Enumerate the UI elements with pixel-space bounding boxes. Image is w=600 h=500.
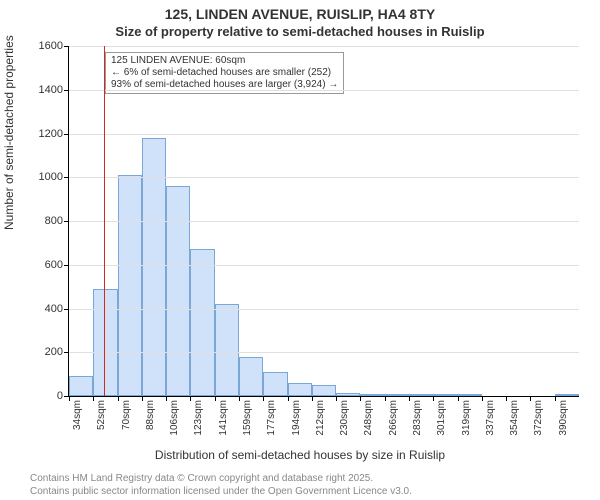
xtick-label: 372sqm [533, 400, 544, 436]
ytick-mark [64, 352, 69, 353]
histogram-bar [360, 394, 384, 396]
chart-container: 125, LINDEN AVENUE, RUISLIP, HA4 8TY Siz… [0, 0, 600, 500]
histogram-bar [433, 394, 457, 396]
ytick-mark [64, 90, 69, 91]
xtick-mark [166, 396, 167, 401]
histogram-bar [215, 304, 239, 396]
histogram-bar [409, 394, 433, 396]
gridline [69, 177, 579, 178]
xtick-mark [555, 396, 556, 401]
xtick-mark [409, 396, 410, 401]
gridline [69, 90, 579, 91]
footer-line-2: Contains public sector information licen… [30, 486, 412, 497]
ytick-mark [64, 221, 69, 222]
gridline [69, 309, 579, 310]
xtick-mark [336, 396, 337, 401]
xtick-label: 319sqm [461, 400, 472, 436]
xtick-mark [215, 396, 216, 401]
plot-area: 125 LINDEN AVENUE: 60sqm ← 6% of semi-de… [68, 46, 579, 397]
xtick-mark [312, 396, 313, 401]
gridline [69, 134, 579, 135]
ytick-mark [64, 309, 69, 310]
xtick-mark [263, 396, 264, 401]
histogram-bar [385, 394, 409, 396]
xtick-mark [118, 396, 119, 401]
histogram-bar [239, 357, 263, 396]
xtick-mark [385, 396, 386, 401]
gridline [69, 265, 579, 266]
xtick-mark [288, 396, 289, 401]
ytick-label: 1600 [39, 40, 63, 52]
xtick-mark [69, 396, 70, 401]
histogram-bar [555, 394, 579, 396]
xtick-label: 354sqm [509, 400, 520, 436]
xtick-label: 106sqm [169, 400, 180, 436]
xtick-label: 123sqm [193, 400, 204, 436]
ytick-label: 800 [45, 215, 63, 227]
xtick-label: 230sqm [339, 400, 350, 436]
xtick-mark [239, 396, 240, 401]
x-axis-label: Distribution of semi-detached houses by … [0, 448, 600, 462]
xtick-label: 88sqm [145, 400, 156, 430]
y-axis-label: Number of semi-detached properties [2, 35, 16, 230]
chart-subtitle: Size of property relative to semi-detach… [0, 24, 600, 39]
histogram-bar [69, 376, 93, 396]
xtick-label: 159sqm [242, 400, 253, 436]
ytick-label: 400 [45, 303, 63, 315]
histogram-bar [263, 372, 287, 396]
ytick-label: 0 [57, 390, 63, 402]
ytick-label: 600 [45, 259, 63, 271]
xtick-mark [482, 396, 483, 401]
gridline [69, 221, 579, 222]
xtick-mark [190, 396, 191, 401]
footer-line-1: Contains HM Land Registry data © Crown c… [30, 473, 373, 484]
histogram-bar [118, 175, 142, 396]
xtick-label: 34sqm [72, 400, 83, 430]
histogram-bar [312, 385, 336, 396]
histogram-bar [458, 394, 482, 396]
xtick-label: 70sqm [121, 400, 132, 430]
xtick-mark [142, 396, 143, 401]
xtick-label: 141sqm [218, 400, 229, 436]
ytick-label: 200 [45, 346, 63, 358]
xtick-mark [458, 396, 459, 401]
histogram-bar [336, 393, 360, 396]
xtick-mark [530, 396, 531, 401]
xtick-mark [506, 396, 507, 401]
ytick-mark [64, 134, 69, 135]
annotation-line2: ← 6% of semi-detached houses are smaller… [111, 67, 338, 79]
histogram-bar [166, 186, 190, 396]
xtick-mark [433, 396, 434, 401]
histogram-bar [190, 249, 214, 396]
ytick-mark [64, 177, 69, 178]
xtick-label: 212sqm [315, 400, 326, 436]
ytick-mark [64, 46, 69, 47]
ytick-mark [64, 265, 69, 266]
xtick-label: 301sqm [436, 400, 447, 436]
xtick-label: 194sqm [291, 400, 302, 436]
xtick-label: 248sqm [363, 400, 374, 436]
ytick-label: 1000 [39, 171, 63, 183]
reference-line [104, 46, 105, 396]
xtick-label: 177sqm [266, 400, 277, 436]
xtick-label: 266sqm [388, 400, 399, 436]
ytick-label: 1400 [39, 84, 63, 96]
annotation-box: 125 LINDEN AVENUE: 60sqm ← 6% of semi-de… [105, 52, 344, 94]
gridline [69, 352, 579, 353]
xtick-label: 390sqm [558, 400, 569, 436]
xtick-label: 337sqm [485, 400, 496, 436]
xtick-mark [93, 396, 94, 401]
xtick-label: 52sqm [96, 400, 107, 430]
annotation-line1: 125 LINDEN AVENUE: 60sqm [111, 55, 338, 67]
ytick-label: 1200 [39, 128, 63, 140]
gridline [69, 46, 579, 47]
xtick-label: 283sqm [412, 400, 423, 436]
xtick-mark [360, 396, 361, 401]
chart-title: 125, LINDEN AVENUE, RUISLIP, HA4 8TY [0, 6, 600, 22]
histogram-bar [288, 383, 312, 396]
